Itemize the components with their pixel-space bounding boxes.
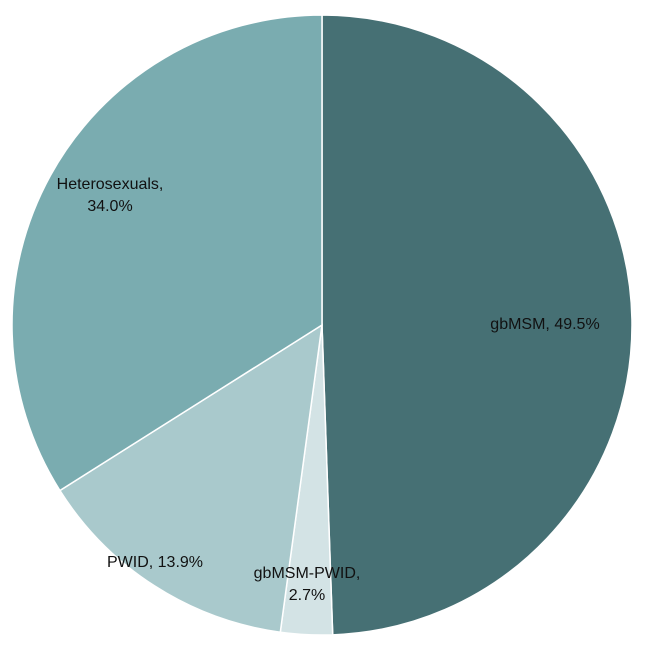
data-label: Heterosexuals,: [57, 176, 164, 193]
pie-slice: [58, 323, 323, 634]
pie-slice: [11, 14, 323, 492]
data-label: 34.0%: [87, 198, 132, 215]
data-label: gbMSM-PWID,: [254, 565, 361, 582]
data-label: gbMSM, 49.5%: [490, 316, 599, 333]
pie-slice: [321, 14, 633, 636]
data-label: 2.7%: [289, 587, 325, 604]
data-label: PWID, 13.9%: [107, 554, 203, 571]
